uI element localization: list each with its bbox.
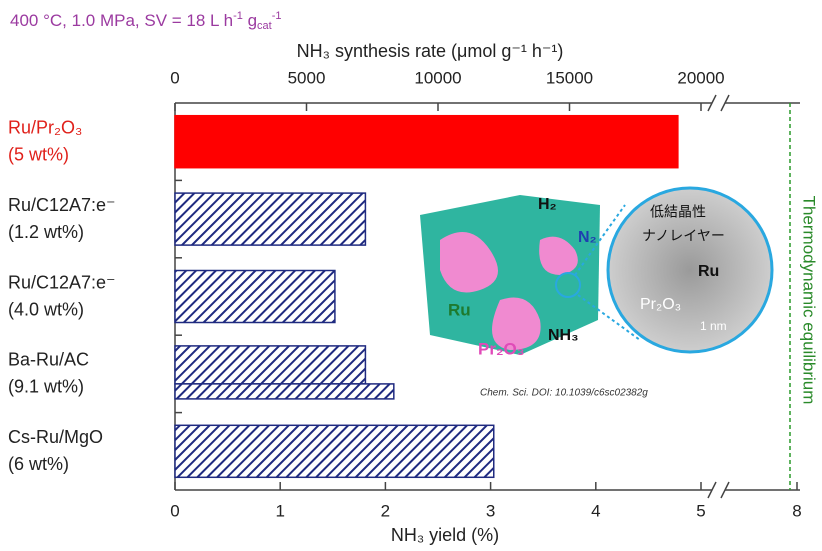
bar	[175, 425, 494, 477]
y-tick-label: (4.0 wt%)	[8, 299, 84, 319]
y-tick-label: Ba-Ru/AC	[8, 350, 89, 370]
x2-tick-label: 20000	[677, 68, 724, 87]
bar	[175, 384, 394, 399]
citation: Chem. Sci. DOI: 10.1039/c6sc02382g	[480, 388, 648, 399]
x2-tick-label: 0	[170, 68, 179, 87]
inset-label: Ru	[698, 263, 719, 280]
title-part: -1	[272, 10, 282, 22]
title-part: cat	[257, 20, 272, 32]
reference-label: Thermodynamic equilibrium	[800, 196, 819, 405]
y-tick-label: (1.2 wt%)	[8, 222, 84, 242]
inset-label: 1 nm	[700, 319, 727, 333]
x-tick-label: 0	[170, 501, 179, 520]
x2-tick-label: 15000	[546, 68, 593, 87]
bar	[175, 116, 678, 168]
x2-axis-label: NH₃ synthesis rate (μmol g⁻¹ h⁻¹)	[297, 41, 564, 61]
y-tick-label: Ru/C12A7:e⁻	[8, 195, 116, 215]
y-tick-label: (6 wt%)	[8, 454, 69, 474]
y-tick-label: Ru/C12A7:e⁻	[8, 272, 116, 292]
bar	[175, 271, 335, 323]
inset-label: Ru	[448, 300, 471, 319]
bar	[175, 346, 365, 384]
x-tick-label: 3	[486, 501, 495, 520]
title-part: -1	[233, 10, 243, 22]
x-tick-label: 1	[275, 501, 284, 520]
inset-label: H₂	[538, 196, 557, 213]
x-tick-label: 8	[792, 501, 801, 520]
bar	[175, 193, 365, 245]
x-axis-label: NH₃ yield (%)	[391, 525, 499, 545]
x2-tick-label: 10000	[414, 68, 461, 87]
inset-label: NH₃	[548, 327, 579, 344]
x-tick-label: 5	[696, 501, 705, 520]
x-tick-label: 4	[591, 501, 600, 520]
title-part: 400 °C, 1.0 MPa, SV = 18 L h	[10, 11, 233, 30]
chart: 400 °C, 1.0 MPa, SV = 18 L h-1 gcat-1 NH…	[0, 0, 822, 546]
inset-label: Pr₂O₃	[640, 296, 681, 313]
title-part: g	[243, 11, 257, 30]
chart-title: 400 °C, 1.0 MPa, SV = 18 L h-1 gcat-1	[10, 10, 282, 32]
inset-label: N₂	[578, 229, 597, 246]
inset-label: ナノレイヤー	[642, 228, 725, 244]
inset-label: 低結晶性	[650, 204, 706, 220]
y-tick-label: (5 wt%)	[8, 144, 69, 164]
inset: H₂ N₂ Ru NH₃ Pr₂O₃ 低結晶性 ナノレイヤー Ru Pr₂O₃ …	[420, 188, 772, 399]
y-tick-label: Cs-Ru/MgO	[8, 427, 103, 447]
y-tick-label: Ru/Pr₂O₃	[8, 117, 82, 137]
inset-label: Pr₂O₃	[478, 339, 525, 358]
x-tick-label: 2	[381, 501, 390, 520]
x2-tick-label: 5000	[288, 68, 326, 87]
y-tick-label: (9.1 wt%)	[8, 377, 84, 397]
